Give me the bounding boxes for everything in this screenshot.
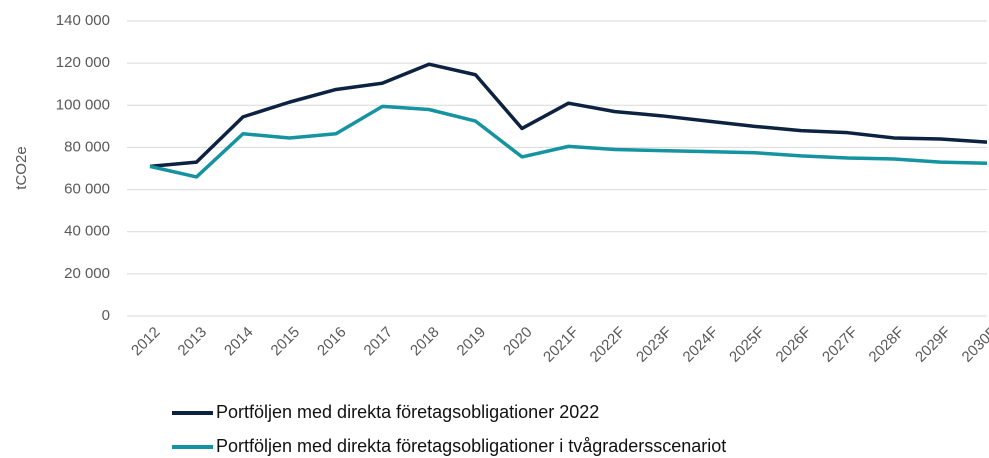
x-tick-label: 2013 — [175, 324, 211, 360]
y-tick-label: 80 000 — [64, 138, 110, 155]
x-tick-label: 2024F — [680, 324, 722, 366]
x-tick-label: 2014 — [221, 324, 257, 360]
x-tick-label: 2019 — [454, 324, 490, 360]
legend-text: Portföljen med direkta företagsobligatio… — [216, 436, 726, 456]
x-tick-label: 2028F — [866, 324, 908, 366]
x-tick-label: 2015 — [268, 324, 304, 360]
y-tick-label: 120 000 — [56, 54, 110, 71]
x-tick-label: 2026F — [773, 324, 815, 366]
x-tick-label: 2012 — [128, 324, 164, 360]
y-tick-label: 0 — [102, 307, 110, 324]
y-tick-label: 100 000 — [56, 96, 110, 113]
x-tick-label: 2029F — [912, 324, 954, 366]
x-tick-label: 2020 — [500, 324, 536, 360]
y-tick-label: 140 000 — [56, 12, 110, 29]
series-line — [149, 62, 988, 169]
legend-text: Portföljen med direkta företagsobligatio… — [216, 402, 599, 422]
y-tick-label: 20 000 — [64, 265, 110, 282]
x-tick-label: 2016 — [314, 324, 350, 360]
x-tick-label: 2023F — [633, 324, 675, 366]
y-axis-label: tCO2e — [13, 146, 30, 189]
x-tick-label: 2018 — [407, 324, 443, 360]
y-tick-label: 60 000 — [64, 181, 110, 198]
x-tick-label: 2030F — [959, 324, 989, 366]
x-tick-label: 2017 — [361, 324, 397, 360]
x-tick-label: 2027F — [819, 324, 861, 366]
x-tick-label: 2022F — [587, 324, 629, 366]
x-tick-label: 2021F — [540, 324, 582, 366]
series-line — [149, 104, 988, 179]
x-tick-label: 2025F — [726, 324, 768, 366]
y-tick-label: 40 000 — [64, 223, 110, 240]
